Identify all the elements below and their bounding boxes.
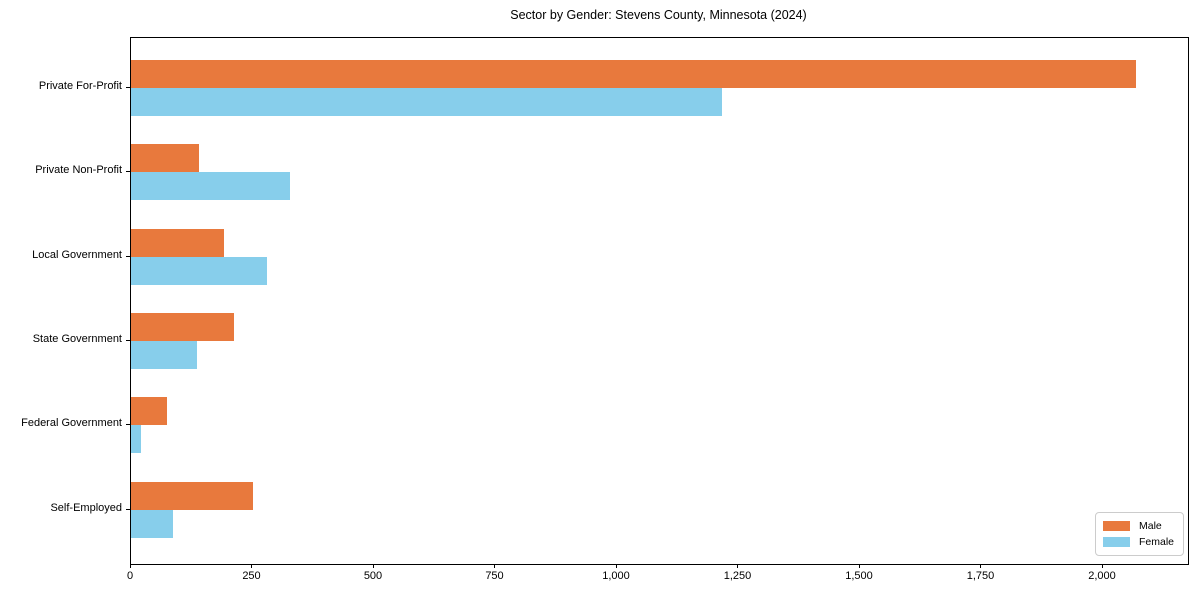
x-tick-label: 1,500: [845, 570, 873, 582]
x-tick-mark: [129, 564, 131, 568]
y-tick-label: Private For-Profit: [38, 80, 122, 92]
legend-swatch-male: [1102, 521, 1130, 531]
x-tick-label: 500: [363, 570, 383, 582]
bar-female-5: [131, 509, 173, 538]
legend-label: Male: [1138, 520, 1162, 532]
x-tick-mark: [1101, 564, 1103, 568]
x-tick-label: 250: [242, 570, 261, 582]
y-tick-label: Federal Government: [21, 417, 122, 430]
y-tick-mark: [126, 424, 130, 426]
legend-item-male: Male: [1102, 518, 1174, 534]
x-tick-label: 1,000: [602, 570, 630, 582]
x-tick-mark: [615, 564, 617, 568]
y-tick-mark: [126, 255, 130, 257]
bar-female-0: [131, 88, 723, 116]
y-tick-mark: [126, 171, 130, 173]
y-tick-mark: [126, 508, 130, 510]
x-tick-label: 0: [126, 570, 134, 582]
y-tick-mark: [126, 339, 130, 341]
y-tick-label: State Government: [32, 332, 122, 345]
y-tick-label: Private Non-Profit: [35, 164, 122, 177]
y-tick-mark: [126, 87, 130, 88]
plot-area: Male Female: [130, 37, 1189, 565]
bar-male-1: [131, 144, 199, 173]
x-tick-label: 2,000: [1088, 570, 1116, 582]
y-tick-label: Self-Employed: [50, 501, 122, 514]
bar-male-5: [131, 481, 253, 510]
bar-male-4: [131, 397, 167, 426]
bar-male-2: [131, 228, 225, 257]
x-tick-label: 750: [485, 570, 504, 582]
chart-title: Sector by Gender: Stevens County, Minnes…: [510, 8, 807, 22]
y-tick-label: Local Government: [32, 248, 122, 261]
x-tick-mark: [737, 564, 738, 568]
legend-item-female: Female: [1102, 534, 1174, 550]
legend-label: Female: [1138, 536, 1174, 548]
x-tick-label: 1,750: [966, 570, 995, 582]
x-tick-mark: [980, 564, 981, 568]
x-tick-label: 1,250: [723, 570, 752, 582]
bar-female-3: [131, 340, 197, 369]
x-tick-mark: [494, 564, 495, 568]
x-tick-mark: [858, 564, 860, 568]
x-tick-mark: [372, 564, 374, 568]
x-tick-mark: [251, 564, 252, 568]
bar-male-3: [131, 312, 234, 341]
legend: Male Female: [1094, 512, 1184, 556]
legend-swatch-female: [1102, 537, 1130, 547]
bar-male-0: [131, 60, 1136, 88]
bar-female-4: [131, 425, 142, 454]
bar-female-2: [131, 256, 268, 285]
bar-female-1: [131, 172, 290, 201]
